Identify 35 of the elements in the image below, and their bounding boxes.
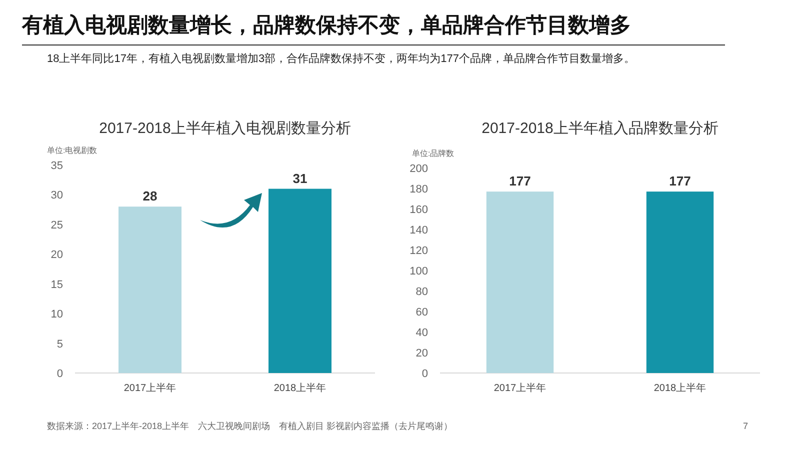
text: 18上半年同比17年，有植入电视剧数量增加3部，合作品牌数保持不变，两年均为177个品牌，单品牌合作节目数量增多。 xyxy=(47,52,635,65)
source-note: 数据来源：2017上半年-2018上半年 六大卫视晚间剧场 有植入剧目 影视剧内容监播（去片尾鸣谢） xyxy=(47,421,453,431)
y-tick-label: 200 xyxy=(410,163,428,175)
y-tick-label: 100 xyxy=(410,266,428,278)
y-tick-label: 35 xyxy=(50,160,63,172)
y-axis-title: 单位:电视剧数 xyxy=(47,146,98,155)
data-label: 31 xyxy=(292,170,308,186)
y-tick-label: 60 xyxy=(416,306,428,318)
y-tick-label: 25 xyxy=(50,219,63,232)
text: 有植入电视剧数量增长，品牌数保持不变，单品牌合作节目数增多 xyxy=(21,13,631,37)
y-tick-label: 180 xyxy=(410,184,428,196)
chart-title: 2017-2018上半年植入电视剧数量分析 xyxy=(99,120,351,137)
y-tick-label: 20 xyxy=(416,348,428,360)
y-tick-label: 15 xyxy=(50,278,63,291)
y-tick-label: 0 xyxy=(56,368,63,380)
y-tick-label: 20 xyxy=(50,249,63,262)
y-axis-title: 单位:品牌数 xyxy=(412,149,454,158)
x-tick-label: 2017上半年 xyxy=(494,382,546,394)
y-tick-label: 80 xyxy=(416,286,428,298)
y-tick-label: 160 xyxy=(410,204,428,216)
y-tick-label: 120 xyxy=(410,245,428,257)
chart-title: 2017-2018上半年植入品牌数量分析 xyxy=(482,120,718,137)
data-label: 28 xyxy=(142,188,158,204)
x-tick-label: 2018上半年 xyxy=(274,382,326,394)
data-label: 177 xyxy=(509,174,531,189)
y-tick-label: 30 xyxy=(50,190,63,202)
y-tick-label: 40 xyxy=(416,327,428,339)
text: 7 xyxy=(742,421,748,431)
x-tick-label: 2018上半年 xyxy=(654,382,706,394)
data-label: 177 xyxy=(669,174,691,189)
y-tick-label: 10 xyxy=(50,308,63,321)
y-tick-label: 5 xyxy=(56,338,63,350)
y-tick-label: 0 xyxy=(422,368,428,380)
x-tick-label: 2017上半年 xyxy=(124,382,176,394)
y-tick-label: 140 xyxy=(410,224,428,236)
